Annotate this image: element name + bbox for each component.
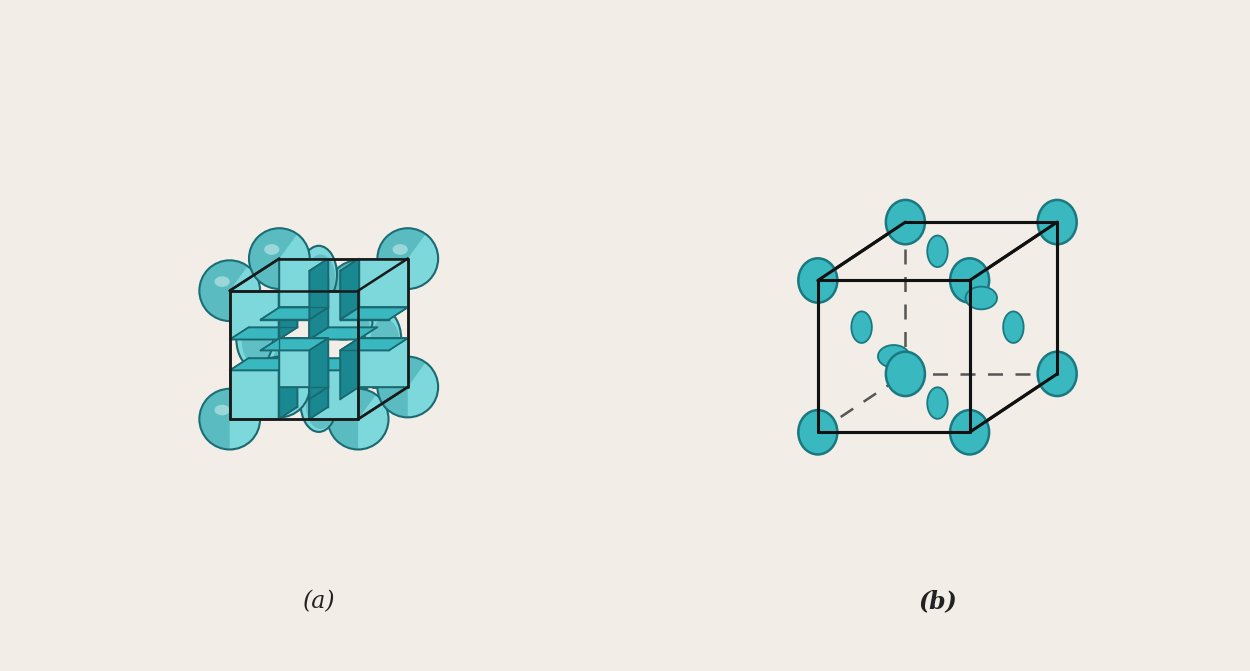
Polygon shape: [309, 370, 359, 419]
Polygon shape: [328, 260, 376, 321]
Ellipse shape: [1038, 200, 1076, 244]
Polygon shape: [309, 358, 329, 419]
Ellipse shape: [886, 200, 925, 244]
Circle shape: [249, 357, 310, 417]
Ellipse shape: [799, 410, 838, 454]
Ellipse shape: [300, 374, 338, 432]
Polygon shape: [359, 258, 408, 307]
Circle shape: [199, 260, 260, 321]
Ellipse shape: [965, 287, 998, 309]
Polygon shape: [328, 389, 376, 450]
Polygon shape: [279, 358, 298, 419]
Ellipse shape: [392, 244, 408, 255]
Polygon shape: [309, 338, 329, 399]
Ellipse shape: [928, 236, 948, 267]
Polygon shape: [199, 260, 248, 321]
Ellipse shape: [306, 383, 335, 429]
Ellipse shape: [851, 311, 871, 343]
Ellipse shape: [324, 311, 370, 338]
Ellipse shape: [306, 254, 335, 301]
Polygon shape: [230, 358, 298, 370]
Polygon shape: [279, 258, 329, 307]
Ellipse shape: [392, 372, 408, 383]
Circle shape: [328, 260, 389, 321]
Ellipse shape: [315, 306, 372, 340]
Ellipse shape: [274, 344, 320, 370]
Polygon shape: [230, 291, 279, 340]
Ellipse shape: [265, 338, 322, 372]
Polygon shape: [260, 338, 329, 350]
Polygon shape: [340, 338, 408, 350]
Polygon shape: [279, 278, 298, 340]
Polygon shape: [340, 258, 359, 319]
Ellipse shape: [928, 387, 948, 419]
Text: (a): (a): [302, 590, 335, 613]
Ellipse shape: [342, 276, 359, 287]
Ellipse shape: [886, 352, 925, 396]
Polygon shape: [309, 327, 378, 340]
Ellipse shape: [236, 310, 272, 368]
Ellipse shape: [215, 405, 230, 415]
Polygon shape: [309, 258, 329, 319]
Ellipse shape: [370, 319, 399, 365]
Text: (b): (b): [918, 590, 958, 613]
Polygon shape: [260, 307, 329, 319]
Ellipse shape: [1038, 352, 1076, 396]
Ellipse shape: [300, 246, 338, 303]
Polygon shape: [309, 358, 378, 370]
Ellipse shape: [241, 319, 271, 365]
Ellipse shape: [799, 258, 838, 303]
Circle shape: [249, 228, 310, 289]
Polygon shape: [309, 291, 359, 340]
Ellipse shape: [342, 405, 359, 415]
Polygon shape: [340, 307, 408, 319]
Ellipse shape: [950, 258, 989, 303]
Polygon shape: [249, 228, 298, 289]
Ellipse shape: [264, 372, 279, 383]
Ellipse shape: [365, 310, 401, 368]
Polygon shape: [230, 327, 298, 340]
Polygon shape: [378, 357, 425, 417]
Circle shape: [328, 389, 389, 450]
Polygon shape: [249, 357, 298, 417]
Polygon shape: [230, 370, 279, 419]
Circle shape: [378, 357, 439, 417]
Polygon shape: [359, 338, 408, 387]
Polygon shape: [378, 228, 425, 289]
Ellipse shape: [264, 244, 279, 255]
Polygon shape: [279, 338, 329, 387]
Polygon shape: [199, 389, 248, 450]
Circle shape: [199, 389, 260, 450]
Polygon shape: [309, 278, 329, 340]
Ellipse shape: [878, 345, 910, 368]
Polygon shape: [340, 338, 359, 399]
Ellipse shape: [215, 276, 230, 287]
Circle shape: [378, 228, 439, 289]
Ellipse shape: [950, 410, 989, 454]
Ellipse shape: [1004, 311, 1024, 343]
